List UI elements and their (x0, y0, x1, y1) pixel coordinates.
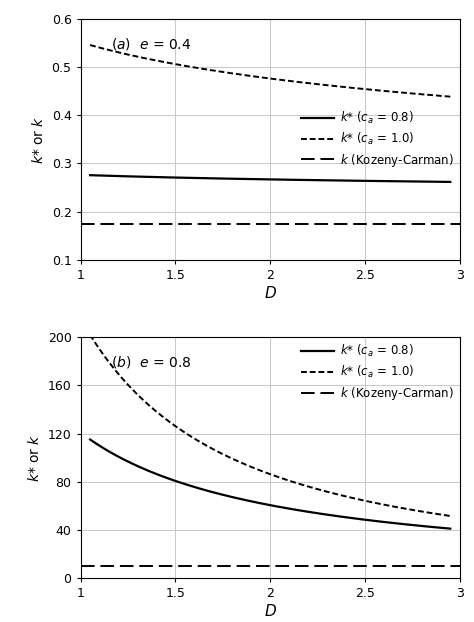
Legend: $\mathit{k}$* ($\mathit{c}_a$ = 0.8), $\mathit{k}$* ($\mathit{c}_a$ = 1.0), $\ma: $\mathit{k}$* ($\mathit{c}_a$ = 0.8), $\… (301, 110, 454, 169)
Y-axis label: $\mathit{k}$* or $\mathit{k}$: $\mathit{k}$* or $\mathit{k}$ (27, 434, 42, 482)
X-axis label: $\mathit{D}$: $\mathit{D}$ (264, 603, 277, 620)
Text: $(b)$  $\mathit{e}$ = 0.8: $(b)$ $\mathit{e}$ = 0.8 (111, 354, 191, 370)
Legend: $\mathit{k}$* ($\mathit{c}_a$ = 0.8), $\mathit{k}$* ($\mathit{c}_a$ = 1.0), $\ma: $\mathit{k}$* ($\mathit{c}_a$ = 0.8), $\… (301, 343, 454, 402)
X-axis label: $\mathit{D}$: $\mathit{D}$ (264, 285, 277, 301)
Y-axis label: $\mathit{k}$* or $\mathit{k}$: $\mathit{k}$* or $\mathit{k}$ (31, 115, 46, 164)
Text: $(a)$  $\mathit{e}$ = 0.4: $(a)$ $\mathit{e}$ = 0.4 (111, 35, 191, 52)
